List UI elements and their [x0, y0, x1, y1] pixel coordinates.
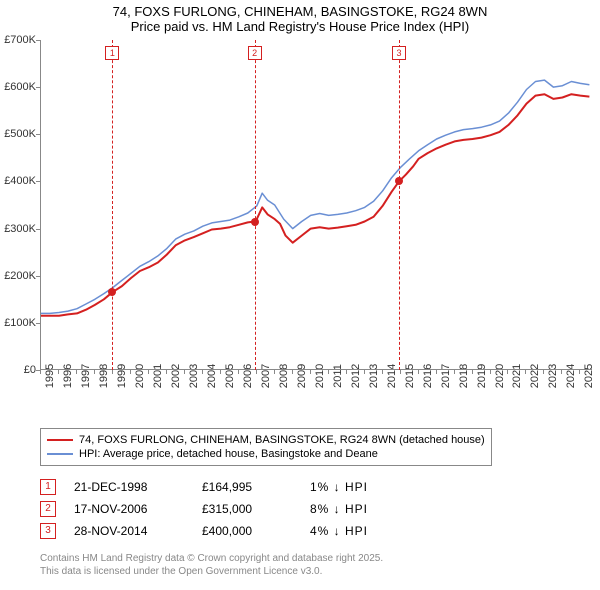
event-date: 17-NOV-2006 [74, 502, 184, 516]
event-pct: 8% ↓ HPI [310, 502, 420, 516]
title-line-1: 74, FOXS FURLONG, CHINEHAM, BASINGSTOKE,… [0, 4, 600, 19]
y-tick-label: £700K [0, 34, 36, 46]
y-tick-label: £600K [0, 81, 36, 93]
event-number-box: 2 [40, 501, 56, 517]
events-table: 1 21-DEC-1998 £164,995 1% ↓ HPI 2 17-NOV-2006… [40, 476, 592, 542]
event-point-marker [108, 288, 116, 296]
chart-area: £0£100K£200K£300K£400K£500K£600K£700K 19… [0, 40, 600, 420]
event-vline [112, 40, 113, 370]
event-pct: 1% ↓ HPI [310, 480, 420, 494]
y-tick-label: £0 [0, 364, 36, 376]
y-tick-label: £500K [0, 128, 36, 140]
event-date: 21-DEC-1998 [74, 480, 184, 494]
event-row: 2 17-NOV-2006 £315,000 8% ↓ HPI [40, 498, 592, 520]
legend-label-blue: HPI: Average price, detached house, Basi… [79, 448, 378, 460]
legend: 74, FOXS FURLONG, CHINEHAM, BASINGSTOKE,… [40, 428, 492, 466]
y-tick-label: £100K [0, 317, 36, 329]
y-tick-label: £400K [0, 175, 36, 187]
event-point-marker [395, 177, 403, 185]
event-price: £164,995 [202, 480, 292, 494]
title-line-2: Price paid vs. HM Land Registry's House … [0, 19, 600, 34]
y-tick-label: £300K [0, 223, 36, 235]
event-price: £400,000 [202, 524, 292, 538]
legend-swatch-red [47, 439, 73, 441]
bottom-block: 74, FOXS FURLONG, CHINEHAM, BASINGSTOKE,… [40, 428, 592, 578]
footnote: Contains HM Land Registry data © Crown c… [40, 552, 592, 578]
y-tick-label: £200K [0, 270, 36, 282]
plot-area: 1 2 3 [40, 40, 592, 370]
event-vline [399, 40, 400, 370]
event-date: 28-NOV-2014 [74, 524, 184, 538]
chart-container: 74, FOXS FURLONG, CHINEHAM, BASINGSTOKE,… [0, 0, 600, 590]
event-row: 1 21-DEC-1998 £164,995 1% ↓ HPI [40, 476, 592, 498]
legend-row-red: 74, FOXS FURLONG, CHINEHAM, BASINGSTOKE,… [47, 433, 485, 447]
title-block: 74, FOXS FURLONG, CHINEHAM, BASINGSTOKE,… [0, 0, 600, 34]
legend-swatch-blue [47, 453, 73, 455]
legend-label-red: 74, FOXS FURLONG, CHINEHAM, BASINGSTOKE,… [79, 434, 485, 446]
event-vline [255, 40, 256, 370]
line-plot-svg [41, 40, 593, 370]
event-marker-box: 3 [392, 46, 406, 60]
event-pct: 4% ↓ HPI [310, 524, 420, 538]
event-row: 3 28-NOV-2014 £400,000 4% ↓ HPI [40, 520, 592, 542]
event-number-box: 1 [40, 479, 56, 495]
event-marker-box: 1 [105, 46, 119, 60]
footnote-line-2: This data is licensed under the Open Gov… [40, 565, 592, 578]
footnote-line-1: Contains HM Land Registry data © Crown c… [40, 552, 592, 565]
event-price: £315,000 [202, 502, 292, 516]
event-number-box: 3 [40, 523, 56, 539]
event-marker-box: 2 [248, 46, 262, 60]
legend-row-blue: HPI: Average price, detached house, Basi… [47, 447, 485, 461]
event-point-marker [251, 218, 259, 226]
